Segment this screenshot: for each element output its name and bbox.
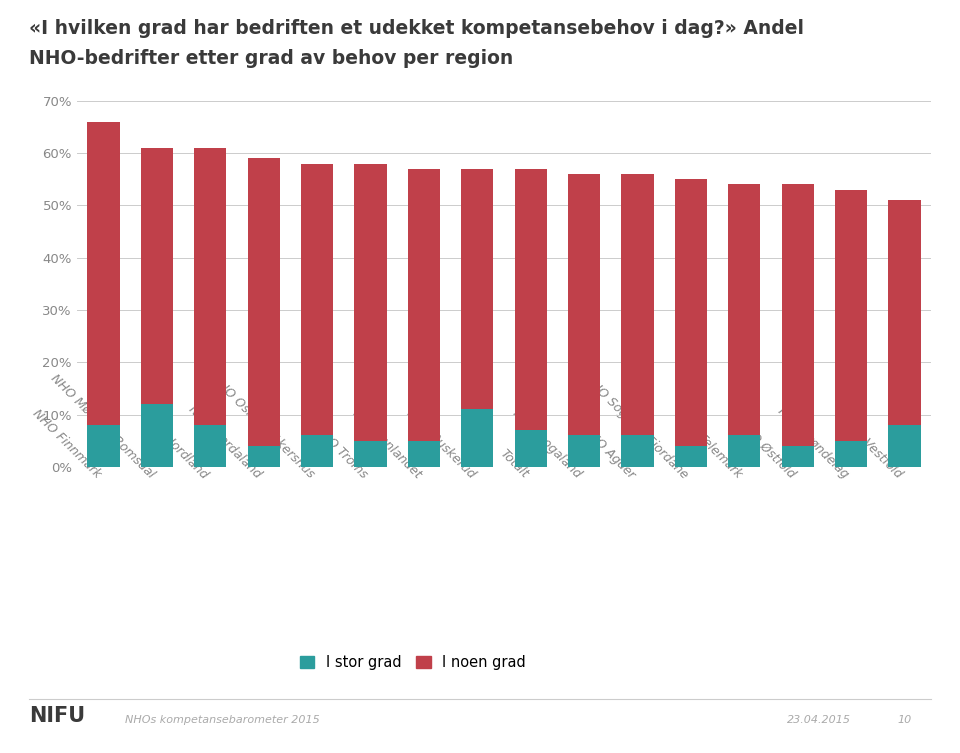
Bar	[354, 441, 387, 467]
Bar	[729, 435, 760, 467]
Bar	[835, 190, 867, 441]
Bar	[408, 441, 440, 467]
Bar	[515, 169, 547, 430]
Text: 10: 10	[898, 715, 912, 725]
Bar	[675, 446, 707, 467]
Bar	[781, 446, 814, 467]
Bar	[781, 184, 814, 446]
Text: «I hvilken grad har bedriften et udekket kompetansebehov i dag?» Andel: «I hvilken grad har bedriften et udekket…	[29, 19, 804, 38]
Bar	[301, 163, 333, 435]
Bar	[301, 435, 333, 467]
Bar	[621, 435, 654, 467]
Bar	[461, 410, 493, 467]
Bar	[194, 425, 227, 467]
Legend: I stor grad, I noen grad: I stor grad, I noen grad	[300, 655, 526, 670]
Bar	[141, 404, 173, 467]
Bar	[461, 169, 493, 410]
Text: NHOs kompetansebarometer 2015: NHOs kompetansebarometer 2015	[125, 715, 320, 725]
Bar	[408, 169, 440, 441]
Bar	[568, 435, 600, 467]
Bar	[621, 174, 654, 435]
Text: 23.04.2015: 23.04.2015	[787, 715, 852, 725]
Bar	[888, 200, 921, 425]
Text: NIFU: NIFU	[29, 706, 84, 727]
Bar	[248, 158, 279, 446]
Bar	[87, 425, 120, 467]
Bar	[888, 425, 921, 467]
Bar	[515, 430, 547, 467]
Bar	[194, 148, 227, 425]
Bar	[835, 441, 867, 467]
Bar	[248, 446, 279, 467]
Text: NHO-bedrifter etter grad av behov per region: NHO-bedrifter etter grad av behov per re…	[29, 49, 513, 68]
Bar	[675, 179, 707, 446]
Bar	[87, 122, 120, 425]
Bar	[568, 174, 600, 435]
Bar	[729, 184, 760, 435]
Bar	[354, 163, 387, 441]
Bar	[141, 148, 173, 404]
